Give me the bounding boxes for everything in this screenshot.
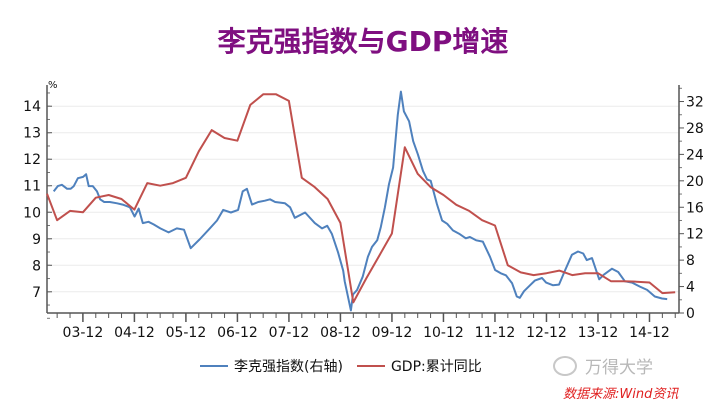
left-axis-tick-label: 14	[23, 99, 41, 115]
chart-title: 李克强指数与GDP增速	[217, 25, 509, 58]
watermark-text: 万得大学	[585, 358, 653, 378]
left-axis-tick-label: 13	[23, 126, 41, 142]
x-axis-tick-label: 09-12	[372, 325, 413, 341]
x-axis-tick-label: 11-12	[475, 325, 516, 341]
legend-swatch-blue	[200, 365, 228, 367]
x-axis-tick-label: 03-12	[63, 325, 104, 341]
right-axis-tick-label: 24	[686, 147, 704, 163]
left-axis-tick-label: 9	[32, 232, 41, 248]
gridlines	[47, 105, 679, 293]
x-axis-tick-label: 14-12	[629, 325, 670, 341]
legend-label: 李克强指数(右轴)	[234, 359, 343, 375]
right-axis-tick-label: 12	[686, 227, 704, 243]
legend: 李克强指数(右轴) GDP:累计同比	[200, 356, 496, 376]
left-axis-tick-label: 7	[32, 285, 41, 301]
x-axis-tick-label: 05-12	[166, 325, 207, 341]
watermark: 万得大学	[553, 353, 653, 378]
x-axis-tick-label: 08-12	[320, 325, 361, 341]
series-line-gdp	[46, 93, 676, 304]
right-axis-tick-label: 8	[686, 253, 695, 269]
axes: 7 8 9 10 11 12 13 14 0 4 8 12 16 20 24 28 32 03-12 04-12 05…	[23, 85, 704, 341]
wechat-icon	[553, 355, 577, 376]
x-axis-tick-label: 04-12	[114, 325, 155, 341]
right-axis-tick-label: 16	[686, 200, 704, 216]
left-axis-tick-label: 8	[32, 258, 41, 274]
right-axis-tick-label: 32	[686, 95, 704, 111]
right-axis-tick-label: 20	[686, 174, 704, 190]
legend-item-gdp: GDP:累计同比	[356, 356, 482, 376]
right-axis-tick-label: 0	[686, 306, 695, 322]
left-axis-unit: %	[48, 80, 58, 91]
right-axis-tick-label: 4	[686, 280, 695, 296]
right-axis-tick-label: 28	[686, 121, 704, 137]
source-note: 数据来源:Wind资讯	[563, 387, 679, 402]
legend-label: GDP:累计同比	[390, 359, 482, 375]
x-axis-tick-label: 06-12	[217, 325, 258, 341]
legend-swatch-red	[356, 365, 385, 367]
left-axis-tick-label: 11	[23, 179, 41, 195]
x-axis-tick-label: 07-12	[269, 325, 310, 341]
series-line-li-keqiang-index	[52, 90, 668, 312]
left-axis-tick-label: 12	[23, 152, 41, 168]
x-axis-tick-label: 12-12	[526, 325, 567, 341]
legend-item-li-keqiang-index: 李克强指数(右轴)	[200, 356, 343, 376]
series-lines	[46, 90, 676, 312]
x-axis-tick-label: 10-12	[423, 325, 464, 341]
left-axis-tick-label: 10	[23, 205, 41, 221]
x-axis-tick-label: 13-12	[578, 325, 619, 341]
